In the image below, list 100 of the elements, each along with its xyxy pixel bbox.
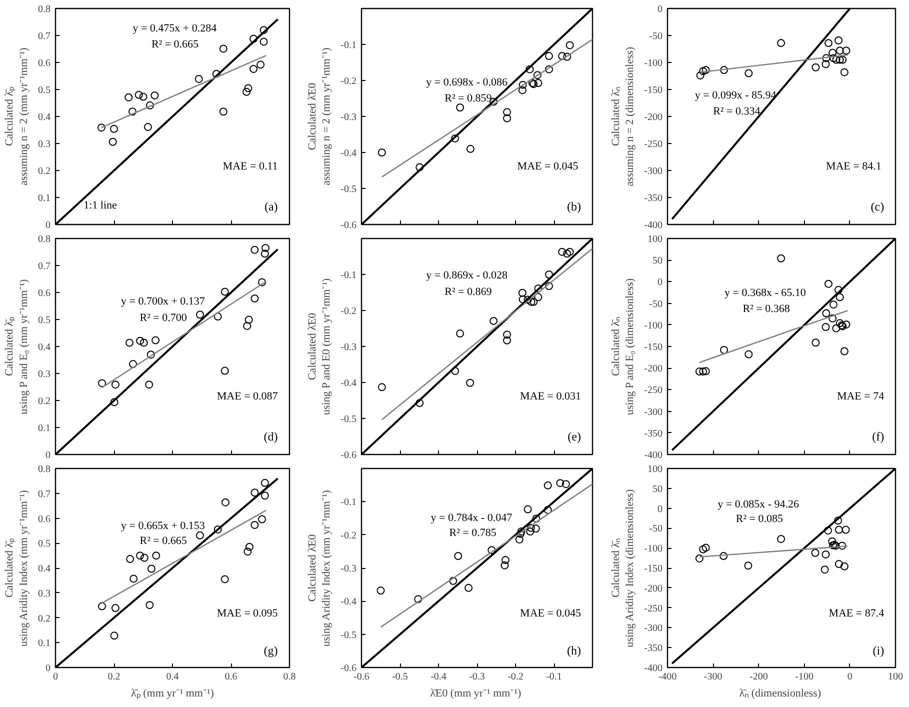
y-tick-label: -0.2: [340, 306, 357, 317]
y-tick-label: -400: [644, 220, 663, 231]
y-axis-title: Calculated λ̄ₚ using Aridity Index (mm yr⁻¹mm⁻¹): [4, 490, 30, 646]
y-tick-label: -200: [644, 364, 663, 375]
y-tick-label: -200: [644, 112, 663, 123]
y-axis-title: Calculated λ̄E0 using P and E0 (mm yr⁻¹mm⁻¹): [306, 278, 333, 416]
annotation: (b): [566, 200, 581, 214]
y-tick-label: -50: [649, 31, 663, 42]
y-tick-label: -300: [644, 623, 663, 634]
y-tick-label: -200: [644, 583, 663, 594]
annotation: 1:1 line: [84, 200, 117, 212]
y-tick-label: -250: [644, 139, 663, 150]
x-tick-label: 0.4: [166, 672, 179, 682]
y-tick-label: -100: [644, 544, 663, 555]
x-axis-title: λ̄E0 (mm yr⁻¹ mm⁻¹): [430, 688, 522, 700]
annotation: y = 0.698x - 0.086: [426, 76, 508, 88]
y-tick-label: -50: [649, 524, 663, 535]
annotation: MAE = 0.031: [520, 390, 581, 403]
y-tick-label: -0.5: [340, 184, 357, 195]
annotation: R² = 0.785: [449, 527, 497, 540]
annotation: R² = 0.665: [151, 38, 200, 51]
x-tick-label: 0: [53, 672, 58, 682]
y-tick-label: -400: [644, 450, 663, 461]
y-tick-label: 0.3: [38, 588, 50, 600]
y-tick-label: 0.2: [38, 613, 50, 624]
y-tick-label: -0.6: [340, 220, 357, 231]
y-axis-title: Calculated λ̄ₚ using P and E₀ (mm yr⁻¹mm⁻¹): [4, 278, 30, 414]
y-tick-label: -0.1: [340, 40, 357, 51]
annotation: R² = 0.869: [444, 286, 492, 298]
annotation: (h): [566, 644, 581, 658]
y-tick-label: 50: [652, 484, 662, 495]
annotation: MAE = 87.4: [828, 608, 885, 620]
annotation: y = 0.085x - 94.26: [718, 498, 800, 510]
y-tick-label: -0.6: [340, 450, 357, 461]
x-tick-label: 0.2: [108, 672, 120, 682]
y-axis-title: Calculated λ̄ₙ using Aridity Index (dimensionless): [610, 488, 636, 648]
annotation: (d): [264, 430, 278, 444]
y-tick-label: 0: [46, 450, 50, 461]
x-tick-label: -200: [750, 672, 768, 682]
y-tick-label: 0.3: [38, 139, 50, 150]
x-tick-label: -0.4: [430, 672, 446, 682]
y-tick-label: 0.5: [38, 85, 50, 96]
y-tick-label: 0: [658, 277, 662, 288]
annotation: (f): [872, 430, 884, 444]
y-tick-label: -0.2: [340, 530, 357, 542]
annotation: R² = 0.700: [140, 312, 188, 324]
y-tick-label: 100: [648, 234, 662, 245]
y-tick-label: -0.2: [340, 76, 357, 87]
y-tick-label: -0.6: [340, 663, 357, 674]
y-tick-label: -50: [649, 298, 663, 310]
annotation: y = 0.784x - 0.047: [430, 512, 513, 524]
y-tick-label: 0.5: [38, 538, 50, 550]
y-axis-title: Calculated λ̄ₚ assuming n = 2 (mm yr⁻¹mm⁻¹): [4, 47, 30, 186]
annotation: y = 0.368x - 65.10: [724, 286, 806, 299]
x-tick-label: -0.2: [508, 672, 524, 682]
y-tick-label: 0.1: [38, 423, 50, 434]
y-tick-label: -150: [644, 342, 663, 353]
y-axis-title: Calculated λ̄ₙ assuming n = 2 (dimensionless): [610, 46, 636, 186]
annotation: R² = 0.859: [444, 92, 492, 105]
y-tick-label: 0: [658, 4, 662, 15]
y-tick-label: 0.1: [38, 193, 50, 204]
annotation: R² = 0.085: [736, 513, 784, 526]
y-tick-label: -150: [644, 85, 663, 96]
y-axis-title: Calculated λ̄ₙ using P and E₀ (dimensionless): [610, 278, 636, 416]
x-tick-label: -100: [795, 672, 814, 682]
y-tick-label: 0.1: [38, 638, 50, 650]
x-tick-label: -0.6: [354, 672, 370, 682]
x-axis-title: λ̄ₚ (mm yr⁻¹ mm⁻¹): [131, 688, 214, 700]
y-tick-label: -250: [644, 603, 663, 614]
x-tick-label: 100: [888, 672, 903, 682]
x-tick-label: 0.8: [283, 672, 296, 682]
y-tick-label: -400: [644, 663, 663, 674]
y-tick-label: -0.3: [340, 342, 357, 353]
x-tick-label: 0: [847, 672, 852, 682]
y-axis-title: Calculated λ̄E0 using Aridity Index (mm yr⁻¹mm⁻¹): [306, 490, 333, 646]
y-tick-label: 0.5: [38, 315, 50, 326]
annotation: MAE = 74: [836, 390, 885, 403]
y-tick-label: 0.4: [38, 342, 50, 353]
y-tick-label: -250: [644, 385, 663, 396]
y-tick-label: 0.7: [38, 488, 50, 500]
annotation: R² = 0.334: [713, 106, 761, 118]
y-tick-label: 0.6: [38, 514, 50, 525]
y-tick-label: -300: [644, 406, 663, 418]
annotation: (c): [870, 200, 884, 214]
y-tick-label: -0.1: [340, 270, 357, 281]
annotation: MAE = 0.087: [216, 390, 278, 403]
y-tick-label: -0.4: [340, 148, 357, 159]
y-tick-label: -0.4: [340, 378, 357, 389]
y-tick-label: 0.8: [38, 234, 50, 245]
y-tick-label: 0.4: [38, 112, 50, 123]
y-tick-label: -100: [644, 58, 663, 69]
annotation: (g): [264, 644, 278, 658]
annotation: y = 0.665x + 0.153: [121, 520, 206, 532]
y-tick-label: 0.7: [38, 261, 50, 272]
annotation: MAE = 0.11: [222, 160, 278, 173]
x-tick-label: -0.3: [469, 672, 485, 682]
y-tick-label: -0.3: [340, 564, 357, 574]
x-tick-label: -0.5: [392, 672, 408, 682]
y-tick-label: 0.3: [38, 369, 50, 380]
y-tick-label: -0.1: [340, 497, 357, 508]
